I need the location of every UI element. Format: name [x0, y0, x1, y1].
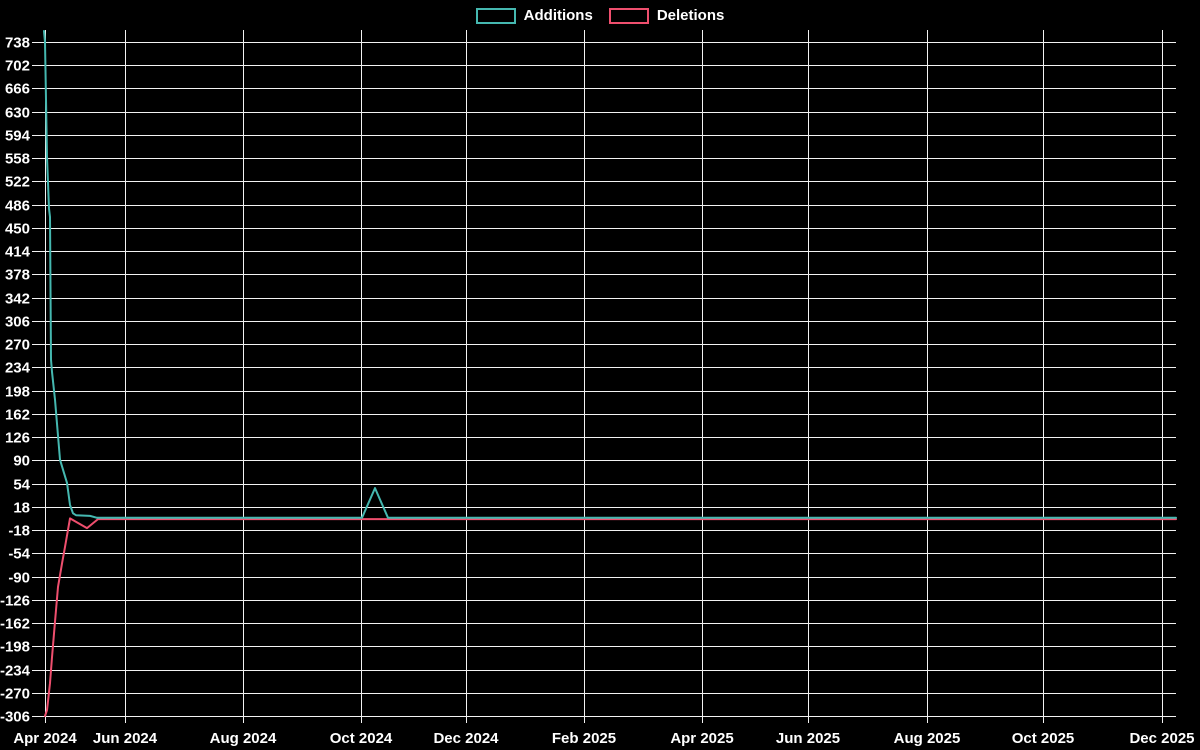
x-tick-label: Aug 2025	[894, 730, 961, 747]
y-tick-label: 198	[5, 384, 30, 401]
y-tick-label: -18	[8, 523, 30, 540]
legend-label-deletions: Deletions	[656, 7, 725, 24]
y-tick-label: -306	[0, 709, 30, 726]
x-tick-label: Feb 2025	[552, 730, 616, 747]
x-tick-label: Apr 2025	[670, 730, 733, 747]
y-tick-label: -270	[0, 686, 30, 703]
x-tick-label: Aug 2024	[210, 730, 277, 747]
y-tick-label: 306	[5, 314, 30, 331]
y-tick-label: 522	[5, 174, 30, 191]
y-tick-label: 378	[5, 267, 30, 284]
y-tick-label: 54	[13, 477, 30, 494]
y-tick-label: -54	[8, 546, 30, 563]
y-tick-label: 270	[5, 337, 30, 354]
legend-item-deletions[interactable]: Deletions	[608, 7, 725, 24]
x-tick-label: Jun 2025	[776, 730, 840, 747]
y-tick-label: 486	[5, 198, 30, 215]
y-tick-label: -126	[0, 593, 30, 610]
y-tick-label: 738	[5, 35, 30, 52]
y-tick-label: 450	[5, 221, 30, 238]
additions-swatch-icon	[475, 7, 516, 24]
y-tick-label: 162	[5, 407, 30, 424]
y-tick-label: 630	[5, 105, 30, 122]
y-tick-label: -234	[0, 663, 31, 680]
y-tick-label: 18	[13, 500, 30, 517]
y-tick-label: 126	[5, 430, 30, 447]
y-tick-label: 414	[5, 244, 31, 261]
x-tick-label: Dec 2024	[433, 730, 499, 747]
y-tick-label: 702	[5, 58, 30, 75]
deletions-swatch-icon	[608, 7, 649, 24]
y-tick-label: 558	[5, 151, 30, 168]
y-tick-label: -198	[0, 639, 30, 656]
y-tick-label: 342	[5, 291, 30, 308]
deletions-line	[44, 517, 1177, 717]
y-tick-label: 666	[5, 81, 30, 98]
x-tick-label: Apr 2024	[13, 730, 77, 747]
x-tick-label: Dec 2025	[1129, 730, 1194, 747]
legend-label-additions: Additions	[523, 7, 593, 24]
y-tick-label: 234	[5, 360, 31, 377]
y-tick-label: -90	[8, 570, 30, 587]
y-tick-label: 90	[13, 453, 30, 470]
legend-item-additions[interactable]: Additions	[475, 7, 593, 24]
y-tick-label: 594	[5, 128, 31, 145]
x-tick-label: Jun 2024	[93, 730, 158, 747]
x-tick-label: Oct 2025	[1012, 730, 1075, 747]
x-tick-label: Oct 2024	[330, 730, 393, 747]
chart-legend: Additions Deletions	[0, 7, 1200, 24]
y-tick-label: -162	[0, 616, 30, 633]
additions-line	[43, 30, 1177, 519]
